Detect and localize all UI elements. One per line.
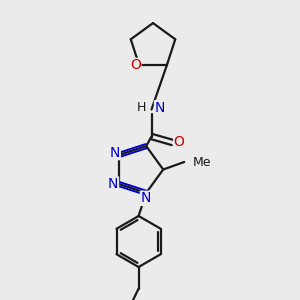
Text: H: H (137, 101, 146, 114)
Text: N: N (108, 177, 119, 191)
Text: N: N (154, 101, 165, 115)
Text: O: O (130, 58, 141, 72)
Text: N: N (140, 191, 151, 205)
Text: N: N (110, 146, 120, 160)
Text: O: O (174, 136, 184, 149)
Text: Me: Me (193, 155, 211, 169)
